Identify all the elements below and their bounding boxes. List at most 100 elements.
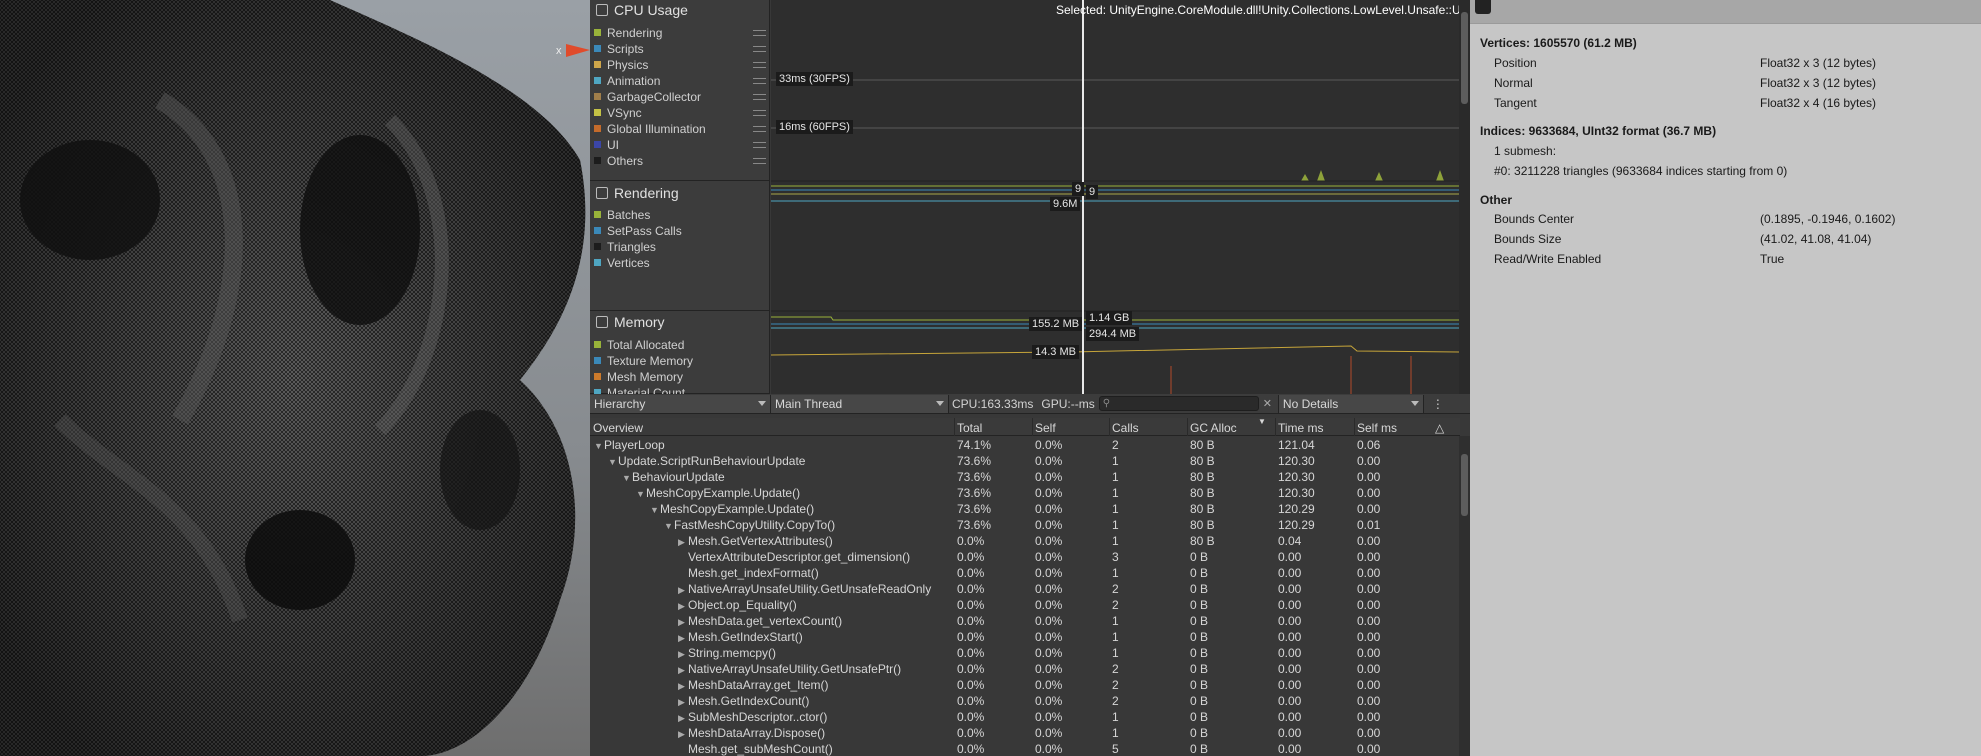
cell-self: 0.0% [1035, 710, 1063, 724]
drag-handle-icon[interactable] [753, 46, 766, 52]
legend-item-total-allocated[interactable]: Total Allocated [594, 337, 684, 352]
clear-search-icon[interactable]: ✕ [1262, 398, 1272, 410]
column-header-gc-alloc[interactable]: GC Alloc [1190, 421, 1237, 435]
table-row[interactable]: ▶ Mesh.GetIndexCount() 0.0% 0.0% 2 0 B 0.00 0.0… [590, 693, 1460, 709]
legend-item-mesh-memory[interactable]: Mesh Memory [594, 369, 683, 384]
table-row[interactable]: ▶ SubMeshDescriptor..ctor() 0.0% 0.0% 1 0 B 0.… [590, 709, 1460, 725]
table-row[interactable]: ▼FastMeshCopyUtility.CopyTo() 73.6% 0.0% 1 8… [590, 517, 1460, 533]
table-row[interactable]: ▼BehaviourUpdate 73.6% 0.0% 1 80 B 120.30 0.00 [590, 469, 1460, 485]
table-row[interactable]: ▼MeshCopyExample.Update() 73.6% 0.0% 1 80 B 1… [590, 485, 1460, 501]
table-row[interactable]: ▶ MeshDataArray.Dispose() 0.0% 0.0% 1 0 B 0.00… [590, 725, 1460, 741]
legend-item-animation[interactable]: Animation [594, 73, 660, 88]
table-row[interactable]: ▶ Object.op_Equality() 0.0% 0.0% 2 0 B 0.00 0.0… [590, 597, 1460, 613]
collapsed-arrow-icon[interactable]: ▶ [678, 601, 685, 611]
more-options-icon[interactable]: ⋮ [1431, 396, 1444, 411]
column-header-overview[interactable]: Overview [593, 421, 644, 435]
rendering-module[interactable]: Rendering Batches SetPass Calls Triangles V… [590, 181, 769, 311]
cell-selfms: 0.00 [1357, 662, 1381, 676]
drag-handle-icon[interactable] [753, 110, 766, 116]
setpass-value: 9 [1086, 185, 1099, 199]
table-row[interactable]: ▼Update.ScriptRunBehaviourUpdate 73.6% 0.0… [590, 453, 1460, 469]
drag-handle-icon[interactable] [753, 142, 766, 148]
table-row[interactable]: ▼MeshCopyExample.Update() 73.6% 0.0% 1 80 B 1… [590, 501, 1460, 517]
cell-self: 0.0% [1035, 438, 1063, 452]
expanded-arrow-icon[interactable]: ▼ [594, 441, 603, 451]
legend-item-garbagecollector[interactable]: GarbageCollector [594, 89, 701, 104]
legend-item-vsync[interactable]: VSync [594, 105, 642, 120]
table-row[interactable]: ▶ NativeArrayUnsafeUtility.GetUnsafePtr()… [590, 661, 1460, 677]
collapsed-arrow-icon[interactable]: ▶ [678, 537, 685, 547]
table-scroll-thumb[interactable] [1461, 454, 1468, 516]
legend-item-others[interactable]: Others [594, 153, 643, 168]
legend-item-ui[interactable]: UI [594, 137, 619, 152]
drag-handle-icon[interactable] [753, 30, 766, 36]
expanded-arrow-icon[interactable]: ▼ [622, 473, 631, 483]
legend-item-texture-memory[interactable]: Texture Memory [594, 353, 693, 368]
column-header-self-ms[interactable]: Self ms [1357, 421, 1398, 435]
collapsed-arrow-icon[interactable]: ▶ [678, 585, 685, 595]
collapsed-arrow-icon[interactable]: ▶ [678, 665, 685, 675]
collapsed-arrow-icon[interactable]: ▶ [678, 713, 685, 723]
collapsed-arrow-icon[interactable]: ▶ [678, 729, 685, 739]
drag-handle-icon[interactable] [753, 62, 766, 68]
expanded-arrow-icon[interactable]: ▼ [608, 457, 617, 467]
legend-item-scripts[interactable]: Scripts [594, 41, 644, 56]
details-dropdown[interactable]: No Details [1277, 394, 1424, 413]
legend-item-physics[interactable]: Physics [594, 57, 648, 72]
table-row[interactable]: VertexAttributeDescriptor.get_dimension(… [590, 549, 1460, 565]
table-header: Overview Total Self Calls GC Alloc Time ms Sel… [590, 417, 1460, 436]
table-scrollbar[interactable] [1459, 436, 1470, 756]
cell-selfms: 0.00 [1357, 678, 1381, 692]
table-row[interactable]: ▶ MeshDataArray.get_Item() 0.0% 0.0% 2 0 B 0.0… [590, 677, 1460, 693]
table-row[interactable]: ▶ Mesh.GetVertexAttributes() 0.0% 0.0% 1 80 B… [590, 533, 1460, 549]
table-row[interactable]: ▶ MeshData.get_vertexCount() 0.0% 0.0% 1 0 B 0… [590, 613, 1460, 629]
table-row[interactable]: ▶ Mesh.GetIndexStart() 0.0% 0.0% 1 0 B 0.00 0.0… [590, 629, 1460, 645]
profiler-window: CPU Usage Rendering Scripts Physics Animati… [590, 0, 1470, 756]
legend-item-triangles[interactable]: Triangles [594, 239, 656, 254]
expanded-arrow-icon[interactable]: ▼ [636, 489, 645, 499]
memory-module[interactable]: Memory Total Allocated Texture Memory Mesh… [590, 311, 769, 394]
column-header-time-ms[interactable]: Time ms [1278, 421, 1324, 435]
column-header-calls[interactable]: Calls [1112, 421, 1139, 435]
collapsed-arrow-icon[interactable]: ▶ [678, 649, 685, 659]
expanded-arrow-icon[interactable]: ▼ [650, 505, 659, 515]
legend-item-vertices[interactable]: Vertices [594, 255, 650, 270]
legend-item-global-illumination[interactable]: Global Illumination [594, 121, 706, 136]
view-dropdown[interactable]: Hierarchy [590, 394, 771, 413]
warning-icon[interactable]: △ [1435, 421, 1445, 435]
drag-handle-icon[interactable] [753, 78, 766, 84]
legend-item-setpass-calls[interactable]: SetPass Calls [594, 223, 682, 238]
column-header-self[interactable]: Self [1035, 421, 1056, 435]
legend-item-material-count[interactable]: Material Count [594, 385, 685, 394]
scene-view[interactable]: x [0, 0, 590, 756]
cell-calls: 1 [1112, 502, 1119, 516]
legend-item-batches[interactable]: Batches [594, 207, 650, 222]
column-header-total[interactable]: Total [957, 421, 983, 435]
expanded-arrow-icon[interactable]: ▼ [664, 521, 673, 531]
table-row[interactable]: ▶ String.memcpy() 0.0% 0.0% 1 0 B 0.00 0.00 [590, 645, 1460, 661]
cell-time: 120.29 [1278, 518, 1315, 532]
search-input[interactable]: ⚲ [1098, 396, 1259, 411]
cpu-usage-module[interactable]: CPU Usage Rendering Scripts Physics Animati… [590, 0, 769, 181]
cell-selfms: 0.00 [1357, 646, 1381, 660]
legend-label: GarbageCollector [607, 89, 702, 104]
inspector-toggle-button[interactable] [1475, 0, 1491, 14]
table-row[interactable]: Mesh.get_subMeshCount() 0.0% 0.0% 5 0 B 0.00 0… [590, 741, 1460, 756]
drag-handle-icon[interactable] [753, 158, 766, 164]
drag-handle-icon[interactable] [753, 94, 766, 100]
cell-selfms: 0.00 [1357, 566, 1381, 580]
collapsed-arrow-icon[interactable]: ▶ [678, 697, 685, 707]
cell-selfms: 0.00 [1357, 726, 1381, 740]
table-row[interactable]: Mesh.get_indexFormat() 0.0% 0.0% 1 0 B 0.00 0.… [590, 565, 1460, 581]
table-row[interactable]: ▼PlayerLoop 74.1% 0.0% 2 80 B 121.04 0.06 [590, 437, 1460, 453]
table-row[interactable]: ▶ NativeArrayUnsafeUtility.GetUnsafeReadO… [590, 581, 1460, 597]
drag-handle-icon[interactable] [753, 126, 766, 132]
collapsed-arrow-icon[interactable]: ▶ [678, 633, 685, 643]
modules-scrollbar[interactable] [1459, 0, 1470, 394]
legend-item-rendering[interactable]: Rendering [594, 25, 662, 40]
thread-dropdown[interactable]: Main Thread [771, 394, 949, 413]
collapsed-arrow-icon[interactable]: ▶ [678, 617, 685, 627]
modules-scroll-thumb[interactable] [1461, 12, 1468, 104]
profiler-graphs[interactable]: Selected: UnityEngine.CoreModule.dll!Uni… [771, 0, 1459, 394]
collapsed-arrow-icon[interactable]: ▶ [678, 681, 685, 691]
